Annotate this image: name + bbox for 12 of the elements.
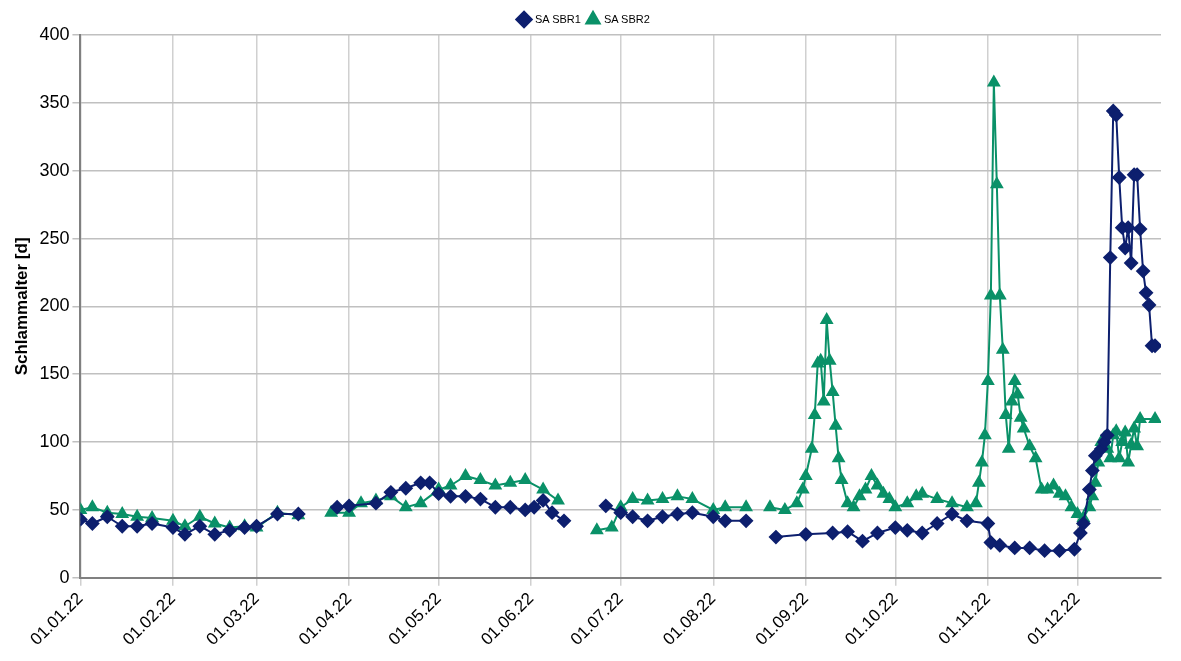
legend-label: SA SBR2 (604, 12, 650, 25)
y-tick-label: 100 (39, 431, 70, 452)
legend-label: SA SBR1 (535, 12, 581, 25)
y-tick-label: 300 (39, 159, 70, 180)
y-tick-label: 350 (39, 91, 70, 112)
y-tick-label: 150 (39, 363, 70, 384)
y-tick-label: 400 (39, 23, 70, 44)
y-axis-title: Schlammalter [d] (11, 237, 31, 376)
y-tick-label: 250 (39, 227, 70, 248)
y-tick-label: 0 (59, 566, 70, 587)
y-tick-label: 50 (49, 498, 70, 519)
y-tick-label: 200 (39, 295, 70, 316)
